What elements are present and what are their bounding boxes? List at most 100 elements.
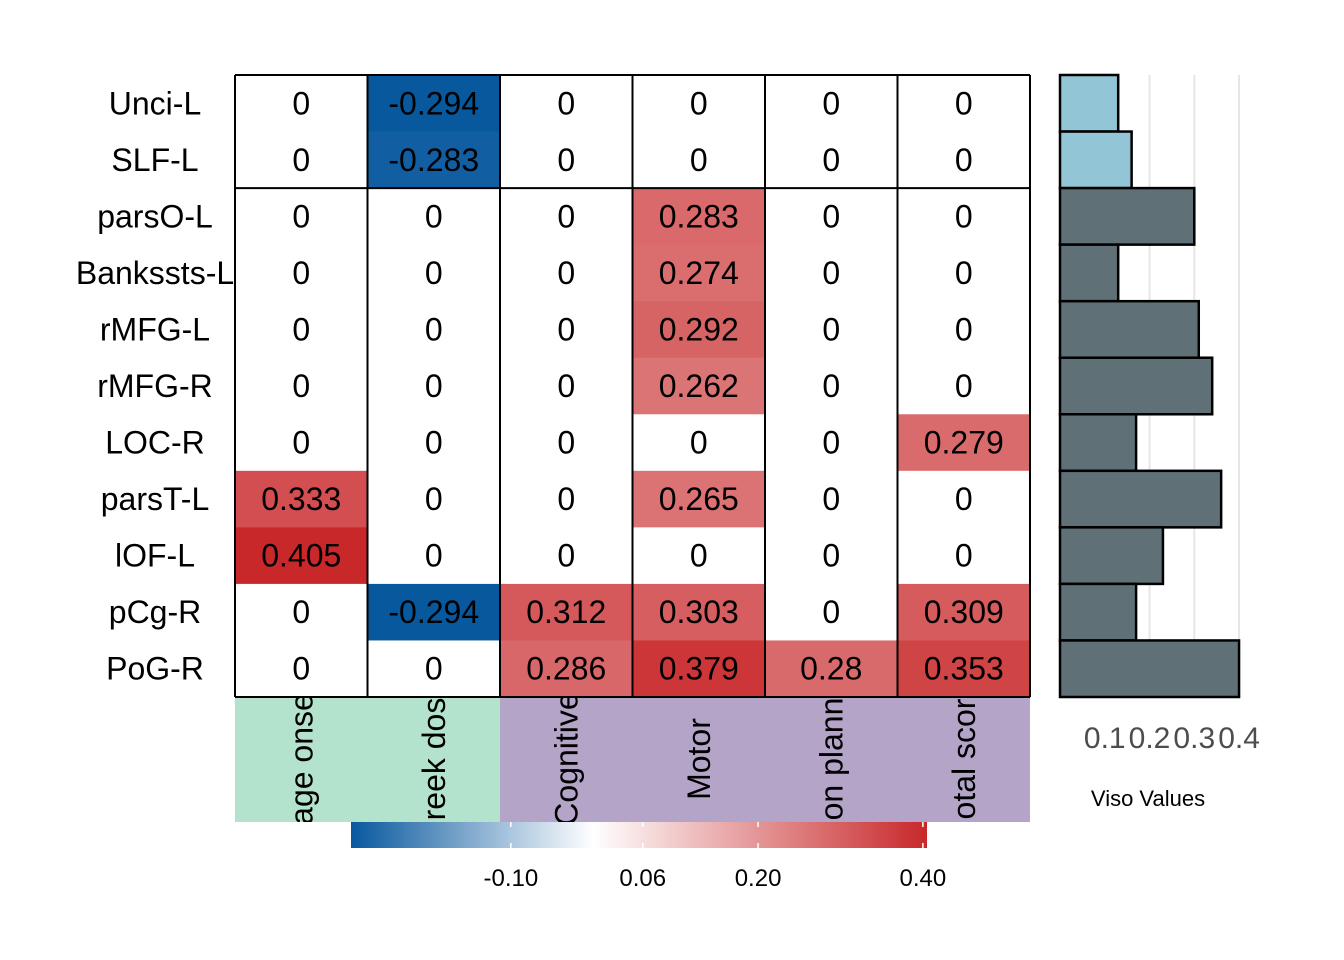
colorbar-gradient [351,822,927,848]
heatmap-cell [367,75,501,133]
viso-bar [1058,73,1120,133]
cell-value: 0 [292,255,310,291]
cell-value: 0 [822,594,840,630]
heatmap-cell [897,301,1031,359]
heatmap-cell [632,583,766,641]
heatmap-cell [367,414,501,472]
cell-value: 0 [822,538,840,574]
row-label: rMFG-L [100,311,210,347]
heatmap-cell [765,301,898,359]
column-label: otal scor [946,698,982,819]
cell-value: 0 [425,311,443,347]
cell-value: 0.286 [526,651,606,687]
cell-value: 0 [557,255,575,291]
cell-value: 0 [955,142,973,178]
viso-bar [1058,243,1120,303]
cell-value: 0 [822,255,840,291]
heatmap-cell [897,188,1031,246]
viso-bar [1058,130,1133,190]
cell-value: 0 [557,85,575,121]
heatmap-cell [235,188,368,246]
cell-value: 0 [955,198,973,234]
cell-value: 0 [557,142,575,178]
heatmap-cell [500,640,633,698]
column-group-bands [235,697,1030,822]
row-label: rMFG-R [97,368,213,404]
row-label: lOF-L [115,538,195,574]
heatmap-cell [235,75,368,133]
viso-tick-label: 0.1 [1084,722,1126,755]
heatmap-cell [765,640,898,698]
heatmap-cell [235,357,368,415]
cell-value: 0 [557,538,575,574]
cell-value: 0 [425,538,443,574]
colorbar-tick-label: 0.20 [735,865,782,892]
row-label: Bankssts-L [76,255,234,291]
heatmap-cell [500,357,633,415]
row-label: SLF-L [111,142,198,178]
viso-bar [1058,469,1223,529]
cell-value: 0 [955,311,973,347]
heatmap-grid [234,74,1031,698]
colorbar-tick-label: 0.06 [619,865,666,892]
cell-value: 0 [955,85,973,121]
column-label: reek dos [416,698,452,821]
cell-value: 0.265 [659,481,739,517]
heatmap-cell [765,527,898,585]
heatmap-cell [897,357,1031,415]
row-labels: Unci-L SLF-L parsO-L Bankssts-L rMFG-L rMFG-R… [76,85,234,686]
heatmap-cell [500,527,633,585]
heatmap-cell [500,301,633,359]
column-labels: age onse reek dos Cognitive Motor on plann ot… [283,693,982,825]
heatmap-cell [632,414,766,472]
heatmap-cell [235,414,368,472]
viso-bar [1058,299,1201,359]
row-label: parsT-L [101,481,209,517]
row-label: parsO-L [97,198,213,234]
cell-value: 0 [955,538,973,574]
heatmap-cell [500,188,633,246]
cell-value: 0 [690,85,708,121]
heatmap-cell [897,244,1031,302]
heatmap-cell [632,357,766,415]
column-label: Motor [681,718,717,800]
cell-value: 0 [955,255,973,291]
viso-title: Viso Values [1091,786,1205,811]
heatmap-cell [500,470,633,528]
cell-value: 0 [822,85,840,121]
cell-value: 0 [955,368,973,404]
heatmap-cell [897,470,1031,528]
cell-value: -0.294 [388,594,479,630]
viso-tick-label: 0.3 [1173,722,1215,755]
heatmap-cell [500,75,633,133]
cell-value: 0 [557,198,575,234]
cell-value: 0.28 [800,651,862,687]
heatmap-cell [632,301,766,359]
heatmap-cell [500,583,633,641]
viso-bar [1058,413,1138,473]
column-label: age onse [283,693,319,825]
cell-value: 0 [955,481,973,517]
cell-value: 0.312 [526,594,606,630]
cell-value: 0 [292,368,310,404]
cell-value: -0.294 [388,85,479,121]
heatmap-cell [897,583,1031,641]
viso-bar [1058,356,1214,416]
cell-value: 0 [822,425,840,461]
heatmap-cell [765,583,898,641]
heatmap-cell [897,414,1031,472]
cell-value: 0 [425,368,443,404]
heatmap-cell [632,470,766,528]
cell-value: 0 [822,481,840,517]
cell-value: 0 [690,425,708,461]
heatmap-cell [367,640,501,698]
cell-value: 0 [557,425,575,461]
cell-value: 0 [557,481,575,517]
viso-bar [1058,582,1138,642]
row-label: Unci-L [109,85,201,121]
row-label: pCg-R [109,594,201,630]
heatmap-cell [765,131,898,189]
heatmap-cell [765,414,898,472]
cell-value: 0 [292,142,310,178]
cell-value: 0 [822,198,840,234]
